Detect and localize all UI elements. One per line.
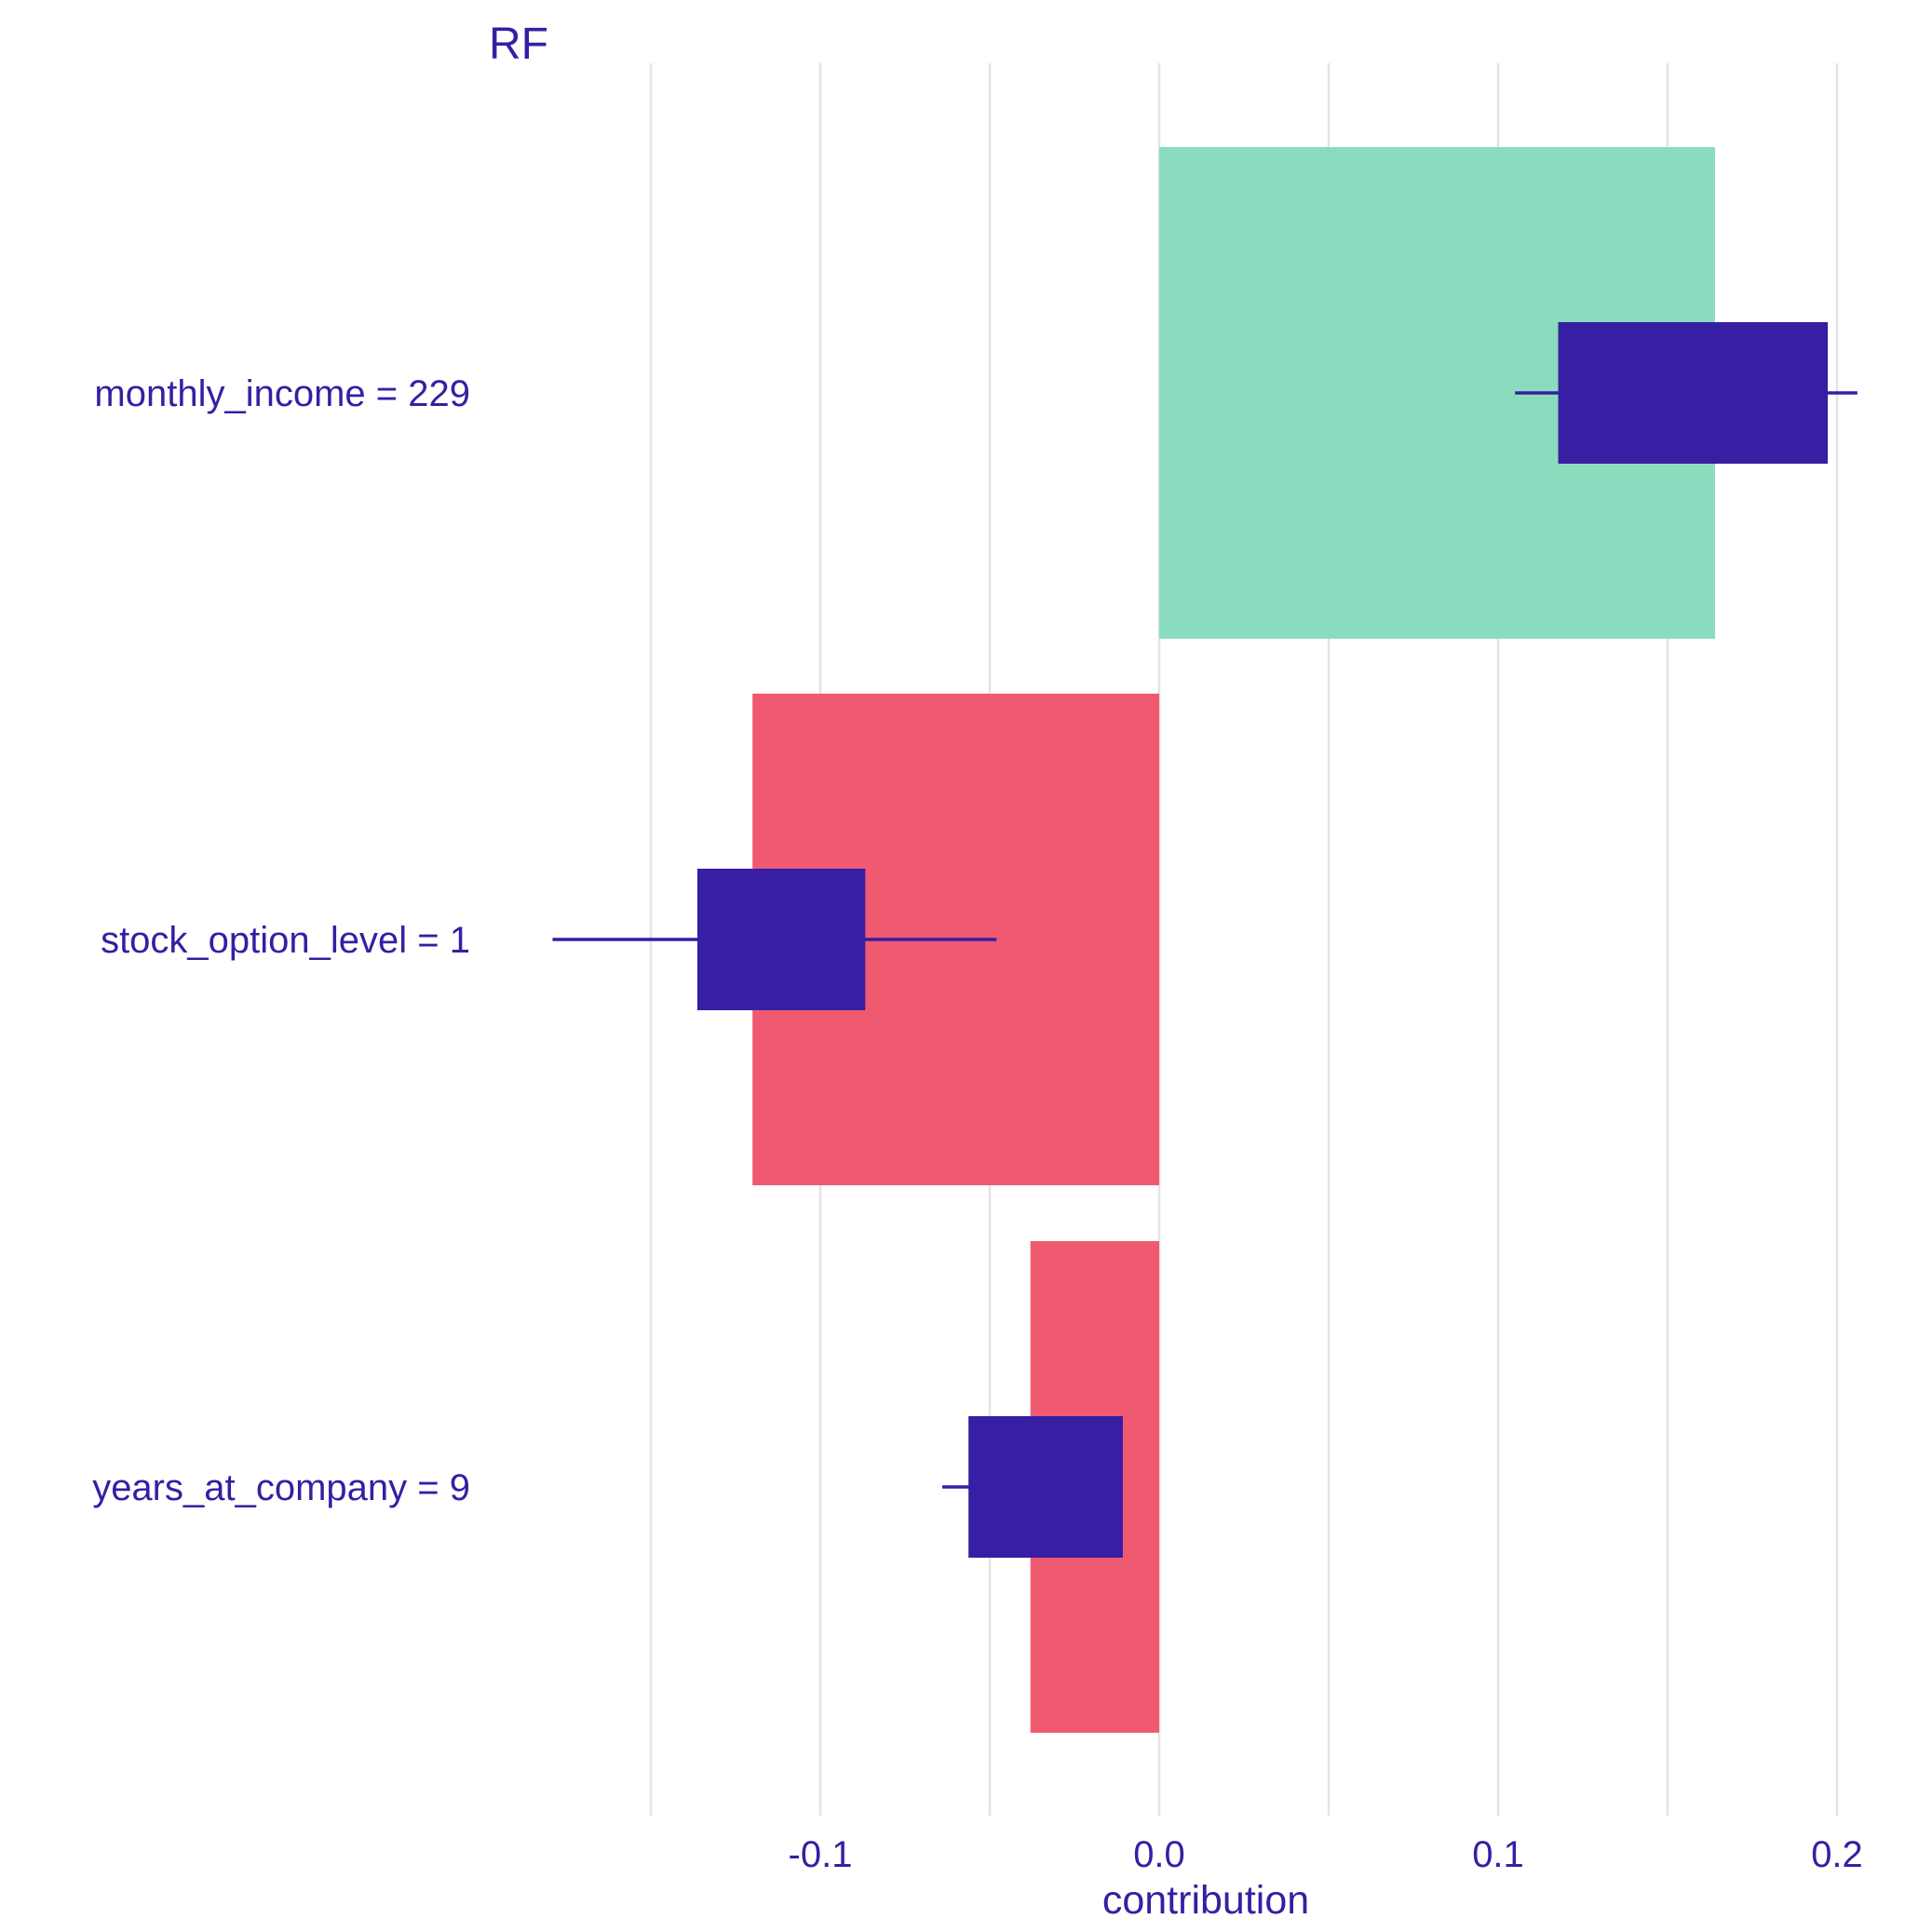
box-1 xyxy=(696,869,866,1010)
y-label-1: stock_option_level = 1 xyxy=(101,920,470,961)
boxplots xyxy=(552,322,1858,1558)
y-label-0: monthly_income = 229 xyxy=(94,373,470,414)
x-tick-label-3: 0.2 xyxy=(1811,1834,1863,1875)
x-tick-label-2: 0.1 xyxy=(1472,1834,1524,1875)
box-2 xyxy=(968,1416,1123,1558)
x-axis-ticks: -0.1 0.0 0.1 0.2 xyxy=(789,1834,1863,1875)
x-axis-title: contribution xyxy=(1102,1878,1309,1923)
y-axis-labels: monthly_income = 229 stock_option_level =… xyxy=(92,373,470,1508)
x-tick-label-1: 0.0 xyxy=(1133,1834,1185,1875)
box-0 xyxy=(1558,322,1829,464)
x-tick-label-0: -0.1 xyxy=(789,1834,853,1875)
y-label-2: years_at_company = 9 xyxy=(92,1467,470,1508)
chart-title: RF xyxy=(489,20,548,69)
